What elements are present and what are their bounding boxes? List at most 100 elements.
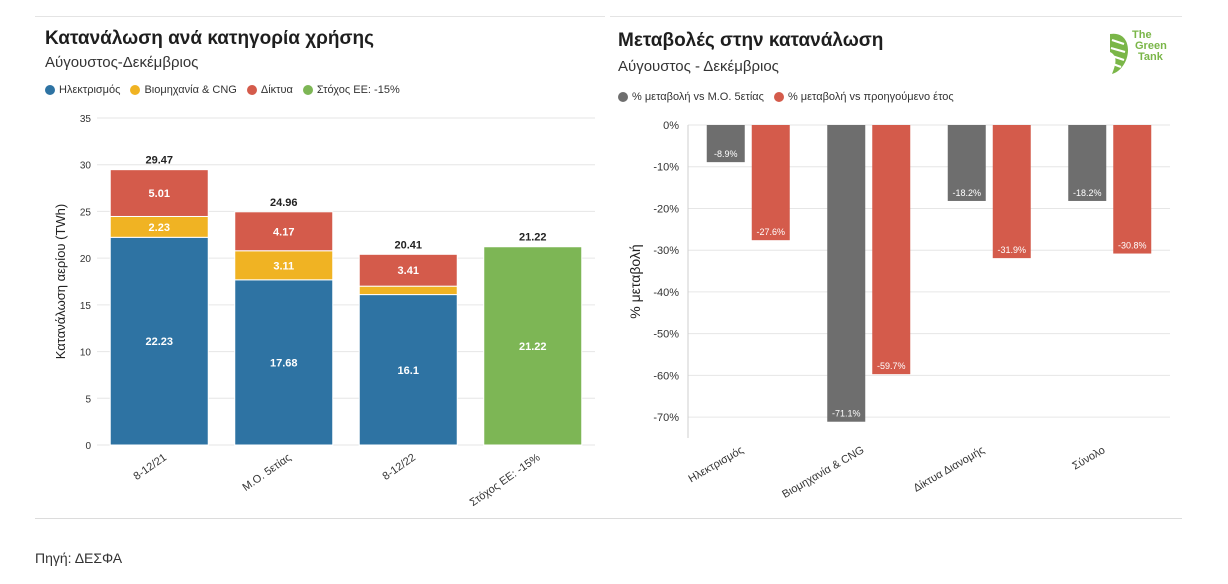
legend-label-industry: Βιομηχανία & CNG [144,84,237,96]
right-chart-panel: Μεταβολές στην κατανάλωση Αύγουστος - Δε… [610,16,1182,516]
legend-swatch-industry [130,85,141,95]
left-chart-subtitle: Αύγουστος-Δεκέμβριος [45,54,199,71]
bar [1068,125,1107,201]
stacked-bar-chart: 0 5 10 15 20 25 30 35 Κατανάλωση αερίου (TWh) 22.… [53,114,595,509]
panel-divider [610,16,1182,17]
right-legend: % μεταβολή vs Μ.Ο. 5ετίας % μεταβολή vs … [618,91,954,103]
bar-data-label: -59.7% [877,361,906,371]
bar [827,125,866,422]
x-tick-label: 8-12/21 [132,452,169,483]
y-axis-label: % μεταβολή [627,244,643,318]
legend-swatch-vs-5yr-avg [618,92,628,102]
bar [947,125,986,201]
green-tank-logo: The Green Tank [1106,30,1178,78]
bar [992,125,1031,259]
grouped-bar-chart: 0% -10% -20% -30% -40% -50% -60% -70% % μεταβολή… [627,120,1170,501]
y-tick-label: 5 [85,394,91,405]
legend-swatch-eu-target [302,85,313,95]
y-tick-label: -60% [653,370,679,382]
bar-total-label: 29.47 [145,155,173,167]
panel-divider [35,16,605,17]
legend-item-networks[interactable]: Δίκτυα [246,84,293,96]
logo-text: The Green Tank [1132,30,1167,63]
bar-data-label: 2.23 [149,222,170,234]
bar-segment [358,285,458,296]
y-tick-label: 10 [80,348,92,359]
bar-data-label: 3.11 [273,260,294,272]
y-tick-label: 30 [80,161,92,172]
bar-segment [483,246,583,446]
y-tick-label: -30% [653,245,679,257]
y-axis-label: Κατανάλωση αερίου (TWh) [53,204,68,359]
legend-swatch-electricity [45,85,55,95]
bar-data-label: -31.9% [997,245,1026,255]
left-legend: Ηλεκτρισμός Βιομηχανία & CNG Δίκτυα Στόχ… [45,84,400,96]
bar-total-label: 20.41 [394,239,422,251]
bar-data-label: 22.23 [145,336,173,348]
bar-data-label: 16.1 [398,365,419,377]
bar-data-label: -8.9% [714,149,738,159]
right-chart-title: Μεταβολές στην κατανάλωση [618,30,884,51]
x-tick-label: Ηλεκτρισμός [687,444,746,485]
bar [706,125,745,163]
bar-data-label: 21.22 [519,341,547,353]
logo-line: The [1132,29,1152,41]
left-chart-title: Κατανάλωση ανά κατηγορία χρήσης [45,28,374,49]
legend-item-eu-target[interactable]: Στόχος ΕΕ: -15% [302,84,400,96]
bar-segment [234,211,334,252]
bar-data-label: 5.01 [149,188,170,200]
y-tick-label: 25 [80,207,92,218]
bar-segment [358,253,458,287]
x-tick-label: Σύνολο [1070,444,1107,472]
logo-line: Green [1135,40,1167,52]
bar-segment [234,250,334,281]
bar [872,125,911,375]
bar-segment [109,169,209,217]
legend-item-industry[interactable]: Βιομηχανία & CNG [130,84,237,96]
bar-segment [234,279,334,446]
legend-swatch-vs-prev-year [773,92,784,102]
x-tick-label: 8-12/22 [381,452,418,483]
legend-item-electricity[interactable]: Ηλεκτρισμός [45,84,120,96]
x-tick-label: Βιομηχανία & CNG [780,444,866,501]
left-chart-panel: Κατανάλωση ανά κατηγορία χρήσης Αύγουστο… [35,16,605,516]
leaf-icon [1110,33,1128,74]
bar-segment [109,236,209,446]
y-tick-label: 0% [663,120,679,132]
y-tick-label: 15 [80,301,92,312]
y-tick-label: 20 [80,254,92,265]
bar-data-label: 17.68 [270,357,298,369]
y-tick-label: -70% [653,412,679,424]
legend-label-networks: Δίκτυα [260,84,293,96]
legend-item-vs-5yr-avg[interactable]: % μεταβολή vs Μ.Ο. 5ετίας [618,91,764,103]
y-tick-label: -50% [653,329,679,341]
right-chart-subtitle: Αύγουστος - Δεκέμβριος [618,58,779,75]
legend-item-vs-prev-year[interactable]: % μεταβολή vs προηγούμενο έτος [773,91,954,103]
y-tick-label: 35 [80,114,92,125]
legend-label-electricity: Ηλεκτρισμός [59,84,121,96]
bar-total-label: 24.96 [270,197,298,209]
y-tick-label: 0 [85,441,91,452]
logo-line: Tank [1138,51,1163,63]
legend-label-vs-5yr-avg: % μεταβολή vs Μ.Ο. 5ετίας [632,91,764,103]
bar [751,125,790,241]
bar-data-label: -18.2% [952,188,981,198]
bar-data-label: -27.6% [756,227,785,237]
bar-data-label: -30.8% [1118,241,1147,251]
x-tick-label: Δίκτυα Διανομής [911,444,986,494]
bottom-divider [35,518,1182,519]
bar-data-label: -18.2% [1073,188,1102,198]
bar-total-label: 21.22 [519,232,547,244]
legend-label-eu-target: Στόχος ΕΕ: -15% [316,84,400,96]
bar-data-label: 4.17 [273,226,294,238]
x-tick-label: Στόχος ΕΕ: -15% [468,452,543,509]
legend-swatch-networks [246,85,257,95]
y-tick-label: -20% [653,203,679,215]
y-tick-label: -10% [653,162,679,174]
y-tick-label: -40% [653,287,679,299]
source-note: Πηγή: ΔΕΣΦΑ [35,550,123,566]
legend-label-vs-prev-year: % μεταβολή vs προηγούμενο έτος [787,91,954,103]
bar-data-label: 3.41 [398,265,419,277]
bar-data-label: -71.1% [832,409,861,419]
bar-segment [358,294,458,446]
